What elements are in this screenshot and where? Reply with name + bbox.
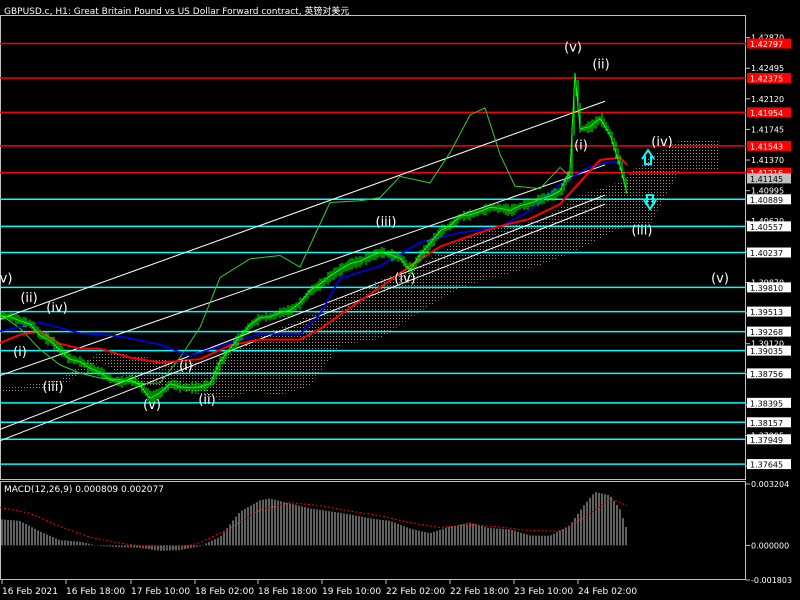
wave-label: (v) <box>564 40 582 55</box>
slow-ma-line <box>0 160 621 357</box>
wave-label: (ii) <box>198 393 215 408</box>
price-label-1.40237: 1.40237 <box>750 249 783 258</box>
wave-label: (i) <box>179 359 193 374</box>
price-label-box <box>747 140 791 151</box>
price-label-box <box>747 345 791 356</box>
channel-line-3 <box>0 164 606 376</box>
price-label-box <box>747 38 791 49</box>
x-tick-label: 18 Feb 18:00 <box>258 587 317 597</box>
channel-line-4 <box>0 194 606 430</box>
fast-ma-line <box>0 156 628 364</box>
macd-tick-label: 0.000000 <box>751 541 789 550</box>
arrow-down-icon <box>643 194 657 211</box>
x-tick-label: 22 Feb 02:00 <box>386 587 445 597</box>
price-label-box <box>747 247 791 258</box>
y-tick-label: 1.42120 <box>751 95 784 104</box>
ichimoku-cloud <box>0 140 720 400</box>
arrow-up-icon <box>641 148 655 166</box>
channel-line-2 <box>0 203 606 442</box>
wave-label: (iv) <box>394 271 415 286</box>
y-tick-label: 1.42870 <box>751 34 784 43</box>
price-label-1.40557: 1.40557 <box>750 223 783 232</box>
y-tick-label: 1.42495 <box>751 64 784 73</box>
price-label-box <box>747 459 791 470</box>
price-label-1.41543: 1.41543 <box>750 142 783 151</box>
y-tick-label: 1.41745 <box>751 125 784 134</box>
x-tick-label: 16 Feb 2021 <box>2 587 58 597</box>
x-tick-label: 17 Feb 10:00 <box>131 587 190 597</box>
x-tick-label: 16 Feb 18:00 <box>66 587 125 597</box>
macd-panel-frame <box>0 481 746 580</box>
x-tick-label: 19 Feb 10:00 <box>322 587 381 597</box>
price-label-1.39810: 1.39810 <box>750 284 783 293</box>
macd-histogram <box>1 492 627 551</box>
wave-label: (i) <box>574 138 588 153</box>
price-label-box <box>747 368 791 379</box>
wave-label: (i) <box>13 345 27 360</box>
price-label-1.41954: 1.41954 <box>750 109 783 118</box>
price-label-1.39513: 1.39513 <box>750 308 783 317</box>
x-tick-label: 23 Feb 10:00 <box>514 587 573 597</box>
price-label-1.42797: 1.42797 <box>750 40 783 49</box>
wave-label: v) <box>0 271 12 286</box>
price-label-1.38395: 1.38395 <box>750 399 783 408</box>
macd-title: MACD(12,26,9) 0.000809 0.002077 <box>4 485 164 495</box>
chart-title: GBPUSD.c, H1: Great Britain Pound vs US … <box>4 7 350 17</box>
price-label-box <box>747 72 791 83</box>
x-tick-label: 22 Feb 18:00 <box>450 587 509 597</box>
macd-tick-label: 0.003204 <box>751 480 789 489</box>
price-close-line <box>0 72 628 400</box>
price-label-box <box>747 194 791 205</box>
price-label-box <box>747 173 791 184</box>
y-tick-label: 1.41370 <box>751 156 784 165</box>
price-label-1.39268: 1.39268 <box>750 328 783 337</box>
price-panel-frame <box>0 15 746 480</box>
wave-label: (iii) <box>632 223 653 238</box>
y-tick-label: 1.40995 <box>751 187 784 196</box>
price-label-1.39035: 1.39035 <box>750 347 783 356</box>
price-label-1.38157: 1.38157 <box>750 419 783 428</box>
price-label-1.41145: 1.41145 <box>750 175 783 184</box>
wave-label: (iii) <box>376 215 397 230</box>
macd-signal-line <box>0 497 628 549</box>
wave-label: (ii) <box>592 58 609 73</box>
chikou-span-line <box>0 107 571 385</box>
macd-tick-label: -0.001803 <box>751 576 792 585</box>
wave-label: (iv) <box>651 135 672 150</box>
price-label-box <box>747 326 791 337</box>
wave-label: (iv) <box>46 301 67 316</box>
x-tick-label: 18 Feb 02:00 <box>195 587 254 597</box>
channel-line-1 <box>0 100 606 320</box>
wave-label: (iii) <box>43 380 64 395</box>
price-label-box <box>747 282 791 293</box>
price-label-1.38756: 1.38756 <box>750 370 783 379</box>
price-label-box <box>747 107 791 118</box>
price-label-box <box>747 167 791 178</box>
price-label-1.42375: 1.42375 <box>750 74 783 83</box>
wave-label: (ii) <box>20 291 37 306</box>
price-label-box <box>747 434 791 445</box>
price-label-1.40889: 1.40889 <box>750 196 783 205</box>
y-tick-label: 1.39120 <box>751 340 784 349</box>
price-label-box <box>747 397 791 408</box>
price-label-1.37645: 1.37645 <box>750 461 783 470</box>
wave-label: (v) <box>711 271 729 286</box>
price-label-box <box>747 306 791 317</box>
price-label-box <box>747 221 791 232</box>
price-label-1.37949: 1.37949 <box>750 436 783 445</box>
x-tick-label: 24 Feb 02:00 <box>578 587 637 597</box>
price-label-box <box>747 417 791 428</box>
wave-label: (v) <box>143 398 161 413</box>
